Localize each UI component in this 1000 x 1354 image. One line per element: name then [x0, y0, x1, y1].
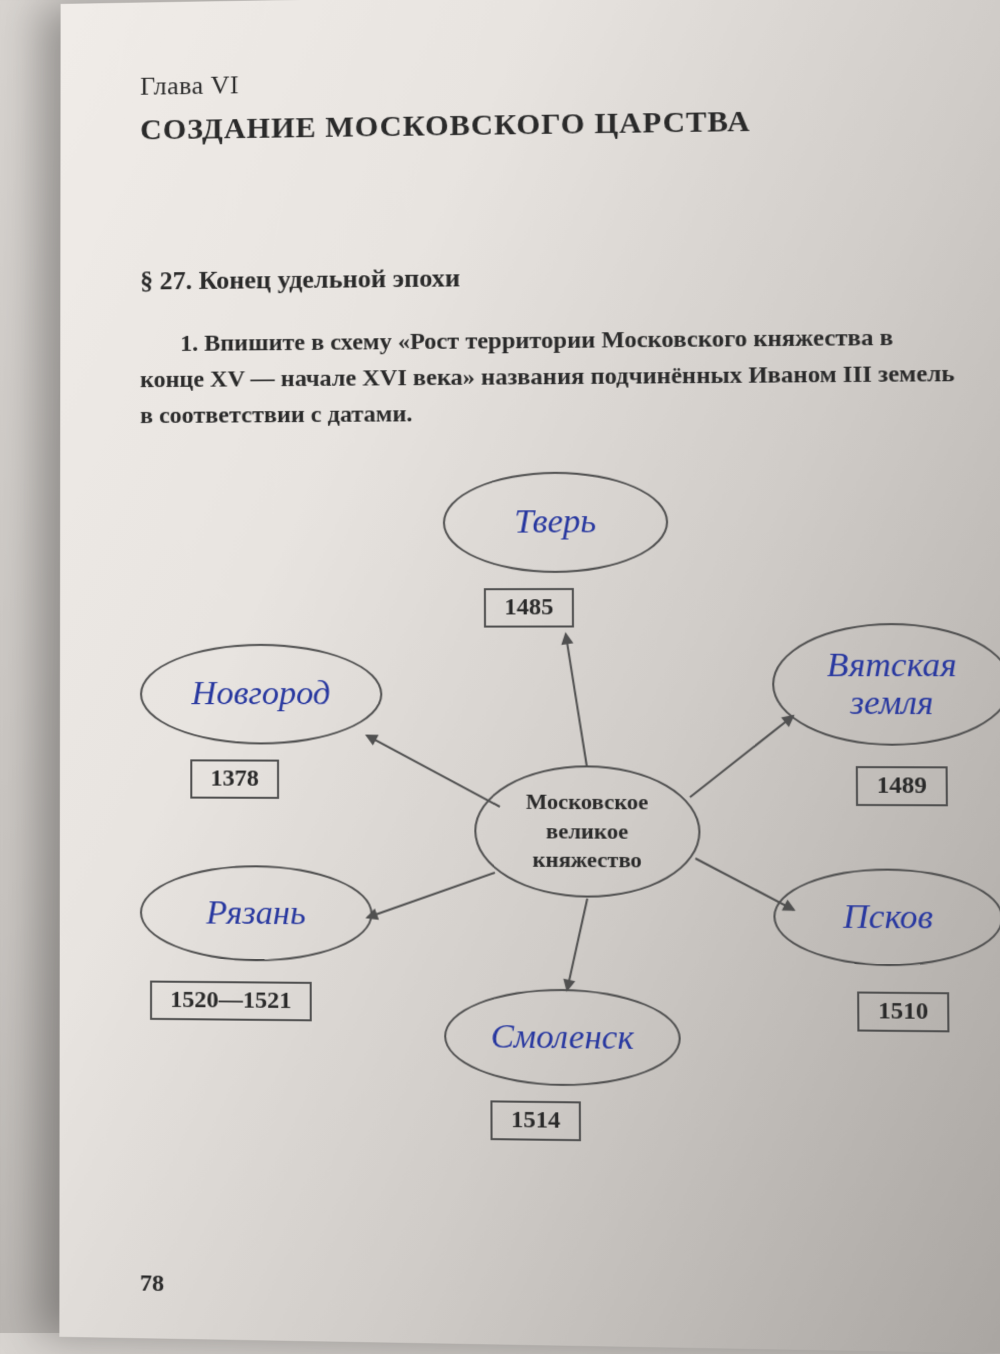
- territory-node-novgorod: Новгород: [140, 644, 382, 745]
- territory-node-tver: Тверь: [443, 471, 669, 573]
- chapter-title: СОЗДАНИЕ МОСКОВСКОГО ЦАРСТВА: [140, 102, 956, 148]
- handwritten-label: Смоленск: [491, 1018, 634, 1057]
- diagram-arrow: [689, 715, 793, 798]
- section-label: § 27. Конец удельной эпохи: [140, 258, 957, 296]
- date-box-novgorod: 1378: [190, 759, 279, 799]
- page-number: 78: [140, 1270, 164, 1298]
- diagram-arrow: [367, 735, 501, 808]
- handwritten-label: Псков: [843, 898, 933, 937]
- center-node: Московскоевеликоекняжество: [474, 765, 701, 898]
- territory-growth-diagram: Московскоевеликоекняжество Тверь 1485 Новго…: [140, 470, 1000, 1169]
- territory-node-ryazan: Рязань: [140, 865, 373, 962]
- date-box-vyatka: 1489: [856, 766, 948, 806]
- date-box-tver: 1485: [484, 588, 574, 628]
- page-content: Глава VI СОЗДАНИЕ МОСКОВСКОГО ЦАРСТВА § …: [60, 0, 1000, 1210]
- diagram-arrow: [566, 898, 588, 990]
- territory-node-smolensk: Смоленск: [444, 988, 681, 1087]
- territory-node-pskov: Псков: [773, 868, 1000, 967]
- diagram-arrow: [565, 634, 588, 766]
- date-box-smolensk: 1514: [490, 1100, 581, 1141]
- territory-node-vyatka: Вятскаяземля: [772, 623, 1000, 746]
- handwritten-label: Рязань: [206, 894, 305, 932]
- handwritten-label: Вятскаяземля: [827, 646, 957, 723]
- handwritten-label: Тверь: [514, 503, 596, 541]
- chapter-label: Глава VI: [140, 59, 955, 101]
- handwritten-label: Новгород: [192, 675, 331, 713]
- textbook-page: Глава VI СОЗДАНИЕ МОСКОВСКОГО ЦАРСТВА § …: [59, 0, 1000, 1354]
- task-text: 1. Впишите в схему «Рост территории Моск…: [140, 319, 958, 434]
- date-box-ryazan: 1520—1521: [150, 981, 312, 1022]
- diagram-arrow: [367, 872, 495, 919]
- date-box-pskov: 1510: [857, 991, 949, 1032]
